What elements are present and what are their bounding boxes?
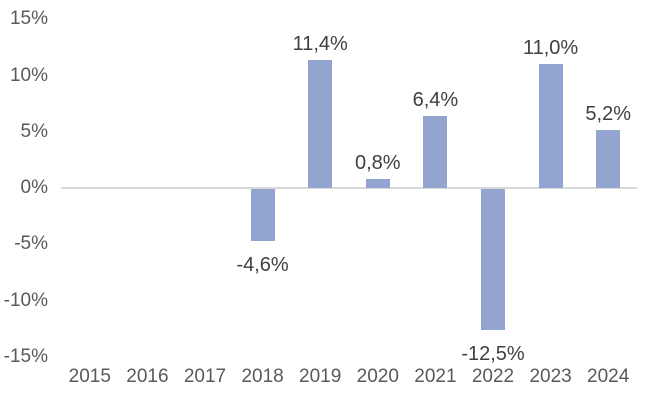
bar-2020 (365, 179, 390, 188)
x-tick-label-2016: 2016 (126, 366, 169, 387)
zero-axis-line (61, 187, 637, 189)
x-tick-label-2019: 2019 (299, 366, 342, 387)
bar-2022 (481, 189, 505, 330)
y-tick-label--15%: -15% (3, 345, 48, 367)
y-tick-label--5%: -5% (14, 233, 48, 255)
data-label-2024: 5,2% (585, 102, 631, 125)
y-tick-label-0%: 0% (20, 177, 48, 198)
y-tick-label-10%: 10% (9, 64, 48, 86)
data-label-2018: -4,6% (236, 253, 289, 276)
y-tick-label-15%: 15% (9, 8, 48, 30)
x-tick-label-2021: 2021 (414, 366, 457, 387)
x-tick-label-2024: 2024 (587, 366, 630, 387)
x-tick-label-2018: 2018 (241, 366, 284, 387)
data-label-2019: 11,4% (292, 32, 348, 55)
bar-2024 (596, 129, 621, 188)
data-label-2020: 0,8% (355, 152, 401, 174)
x-tick-label-2023: 2023 (529, 366, 572, 387)
bar-2019 (308, 59, 333, 188)
data-label-2023: 11,0% (522, 37, 579, 60)
data-label-2021: 6,4% (412, 89, 459, 111)
y-tick-label--10%: -10% (3, 289, 48, 311)
x-tick-label-2022: 2022 (471, 366, 515, 387)
x-tick-label-2017: 2017 (183, 366, 227, 387)
bar-2023 (538, 64, 563, 188)
data-label-2022: -12,5% (461, 342, 525, 365)
x-tick-label-2020: 2020 (356, 366, 399, 387)
y-tick-label-5%: 5% (20, 120, 48, 142)
bar-2018 (250, 189, 275, 241)
x-tick-label-2015: 2015 (68, 366, 111, 387)
bar-2021 (423, 116, 448, 188)
